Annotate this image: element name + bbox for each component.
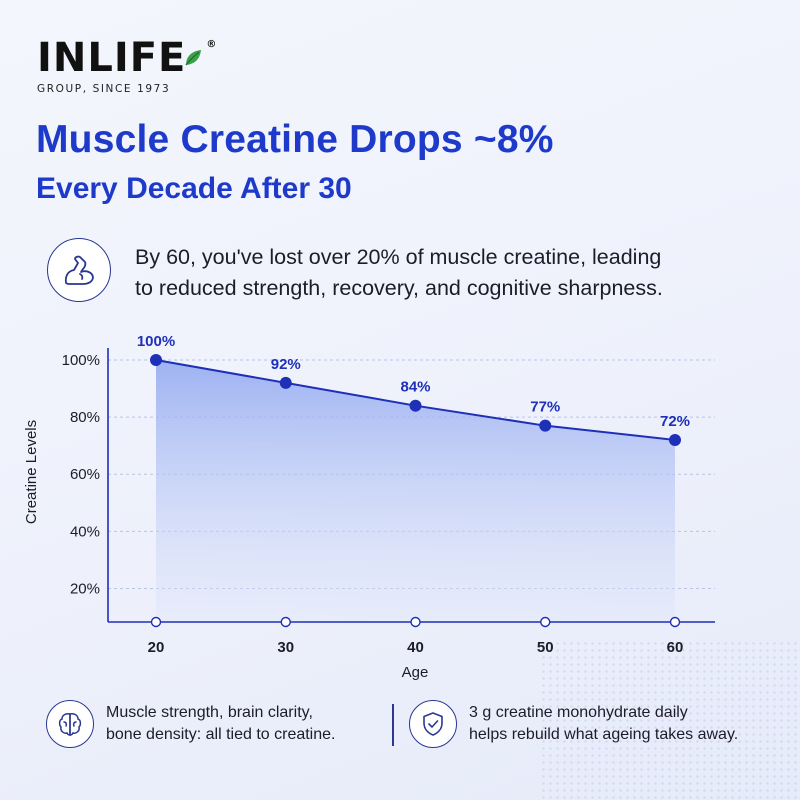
brain-icon: [46, 700, 94, 748]
data-point: [279, 376, 292, 389]
brand-logo: INLIFE ® GROUP, SINCE 1973: [37, 38, 217, 95]
data-label: 92%: [271, 356, 301, 373]
brand-name: INLIFE: [37, 35, 187, 81]
x-tick-label: 50: [537, 639, 554, 656]
creatine-area-chart: 100% 92% 84% 77% 72% 20% 40% 60% 80% 100% 20 30 40 5…: [23, 333, 715, 681]
y-tick-label: 20%: [70, 580, 100, 597]
leaf-icon: [182, 36, 204, 76]
data-label: 100%: [137, 333, 175, 350]
headline-line-2: Every Decade After 30: [36, 172, 352, 205]
x-tick-label: 20: [148, 639, 165, 656]
x-tick-marker: [410, 616, 421, 628]
data-point: [150, 354, 162, 366]
headline-line-1: Muscle Creatine Drops ~8%: [36, 118, 554, 161]
flexed-arm-icon: [47, 238, 111, 302]
intro-line-2: to reduced strength, recovery, and cogni…: [135, 276, 663, 300]
data-label: 72%: [660, 413, 690, 430]
tick-labels: 20% 40% 60% 80% 100% 20 30 40 50 60: [62, 352, 684, 656]
background-dot-pattern: [540, 640, 800, 800]
y-tick-label: 60%: [70, 466, 100, 483]
data-point: [409, 399, 422, 412]
x-axis-label: Age: [402, 664, 429, 681]
y-axis-label: Creatine Levels: [23, 420, 40, 524]
data-point: [669, 433, 681, 446]
x-tick-label: 40: [407, 639, 424, 656]
y-tick-label: 40%: [70, 523, 100, 540]
footer-left-line-1: Muscle strength, brain clarity,: [106, 704, 313, 721]
footer-item-right: 3 g creatine monohydrate daily helps reb…: [409, 700, 738, 748]
footer-item-left: Muscle strength, brain clarity, bone den…: [46, 700, 335, 748]
footer-right-line-1: 3 g creatine monohydrate daily: [469, 704, 688, 721]
brand-tagline: GROUP, SINCE 1973: [37, 83, 171, 95]
x-tick-marker: [669, 616, 681, 628]
x-tick-marker: [540, 616, 551, 628]
registered-mark: ®: [206, 39, 218, 50]
footer-right-line-2: helps rebuild what ageing takes away.: [469, 726, 739, 743]
data-label: 77%: [530, 399, 560, 416]
x-tick-label: 60: [667, 639, 684, 656]
intro-line-1: By 60, you've lost over 20% of muscle cr…: [135, 245, 662, 269]
axes: [107, 348, 715, 628]
x-tick-marker: [150, 616, 162, 628]
data-label: 84%: [400, 379, 430, 396]
intro-text: By 60, you've lost over 20% of muscle cr…: [135, 242, 775, 304]
x-tick-label: 30: [277, 639, 294, 656]
y-tick-label: 80%: [70, 409, 100, 426]
x-tick-marker: [280, 616, 291, 628]
data-point: [539, 419, 552, 432]
shield-check-icon: [409, 700, 457, 748]
footer-divider: [392, 704, 394, 746]
y-tick-label: 100%: [62, 352, 100, 369]
data-points: 100% 92% 84% 77% 72%: [137, 333, 690, 446]
area-fill: [156, 360, 675, 622]
footer-left-line-2: bone density: all tied to creatine.: [106, 726, 336, 743]
